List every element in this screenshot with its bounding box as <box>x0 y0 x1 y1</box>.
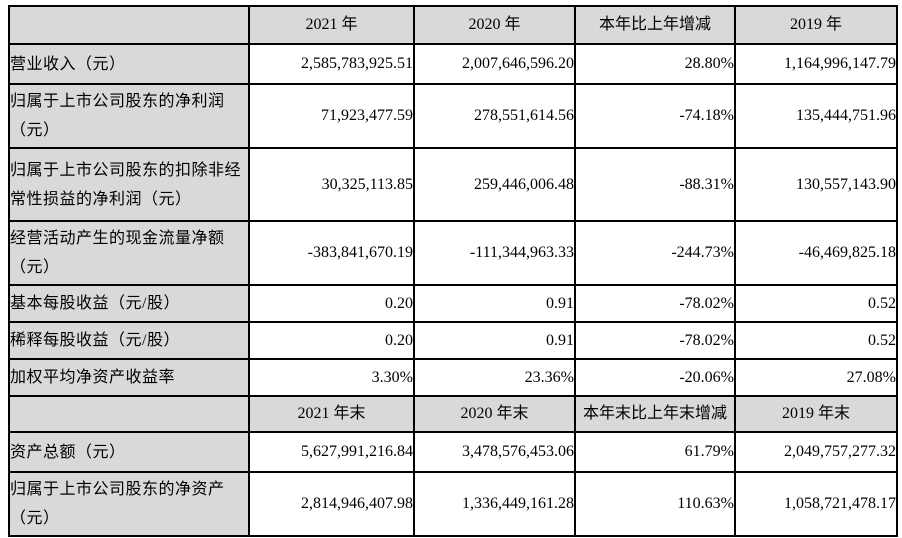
value-2020: 259,446,006.48 <box>413 147 576 222</box>
value-2019: 0.52 <box>734 284 898 323</box>
table-row-operating-cash-flow: 经营活动产生的现金流量净额（元） -383,841,670.19 -111,34… <box>8 220 898 286</box>
value-2021: 2,585,783,925.51 <box>248 43 415 85</box>
value-2021: 3.30% <box>248 358 415 397</box>
table-row-net-profit: 归属于上市公司股东的净利润（元） 71,923,477.59 278,551,6… <box>8 83 898 149</box>
value-2019-end: 1,058,721,478.17 <box>734 471 898 537</box>
value-2021: 0.20 <box>248 284 415 323</box>
value-2019: -46,469,825.18 <box>734 220 898 286</box>
value-2020-end: 3,478,576,453.06 <box>413 431 576 473</box>
value-2021-end: 2,814,946,407.98 <box>248 471 415 537</box>
value-2020: 0.91 <box>413 284 576 323</box>
row-label: 归属于上市公司股东的净资产（元） <box>8 471 250 537</box>
header-row-annual: 2021 年 2020 年 本年比上年增减 2019 年 <box>8 5 898 45</box>
value-yoy-end: 110.63% <box>574 471 736 537</box>
value-2021-end: 5,627,991,216.84 <box>248 431 415 473</box>
header-yoy-end-change: 本年末比上年末增减 <box>574 395 736 433</box>
value-2021: 30,325,113.85 <box>248 147 415 222</box>
value-yoy-end: 61.79% <box>574 431 736 473</box>
row-label: 归属于上市公司股东的净利润（元） <box>8 83 250 149</box>
header-2020-end: 2020 年末 <box>413 395 576 433</box>
row-label: 加权平均净资产收益率 <box>8 358 250 397</box>
value-yoy: 28.80% <box>574 43 736 85</box>
value-2019: 1,164,996,147.79 <box>734 43 898 85</box>
row-label: 归属于上市公司股东的扣除非经常性损益的净利润（元） <box>8 147 250 222</box>
value-2020: 278,551,614.56 <box>413 83 576 149</box>
table-row-net-profit-excl-nonrecurring: 归属于上市公司股东的扣除非经常性损益的净利润（元） 30,325,113.85 … <box>8 147 898 222</box>
header-row-period-end: 2021 年末 2020 年末 本年末比上年末增减 2019 年末 <box>8 395 898 433</box>
value-yoy: -88.31% <box>574 147 736 222</box>
row-label: 稀释每股收益（元/股） <box>8 321 250 360</box>
header-yoy-change: 本年比上年增减 <box>574 5 736 45</box>
table-row-net-assets: 归属于上市公司股东的净资产（元） 2,814,946,407.98 1,336,… <box>8 471 898 537</box>
row-label: 资产总额（元） <box>8 431 250 473</box>
value-2019: 130,557,143.90 <box>734 147 898 222</box>
value-2021: -383,841,670.19 <box>248 220 415 286</box>
value-2020: -111,344,963.33 <box>413 220 576 286</box>
table-row-total-assets: 资产总额（元） 5,627,991,216.84 3,478,576,453.0… <box>8 431 898 473</box>
value-2019-end: 2,049,757,277.32 <box>734 431 898 473</box>
value-2019: 0.52 <box>734 321 898 360</box>
row-label: 经营活动产生的现金流量净额（元） <box>8 220 250 286</box>
value-yoy: -20.06% <box>574 358 736 397</box>
value-2020-end: 1,336,449,161.28 <box>413 471 576 537</box>
value-yoy: -244.73% <box>574 220 736 286</box>
table-row-basic-eps: 基本每股收益（元/股） 0.20 0.91 -78.02% 0.52 <box>8 284 898 323</box>
header-2019-end: 2019 年末 <box>734 395 898 433</box>
value-2020: 2,007,646,596.20 <box>413 43 576 85</box>
value-yoy: -78.02% <box>574 284 736 323</box>
row-label: 基本每股收益（元/股） <box>8 284 250 323</box>
value-2020: 23.36% <box>413 358 576 397</box>
header-2021: 2021 年 <box>248 5 415 45</box>
header-2020: 2020 年 <box>413 5 576 45</box>
header-2021-end: 2021 年末 <box>248 395 415 433</box>
row-label: 营业收入（元） <box>8 43 250 85</box>
table-row-diluted-eps: 稀释每股收益（元/股） 0.20 0.91 -78.02% 0.52 <box>8 321 898 360</box>
value-yoy: -78.02% <box>574 321 736 360</box>
value-2019: 135,444,751.96 <box>734 83 898 149</box>
table-row-operating-revenue: 营业收入（元） 2,585,783,925.51 2,007,646,596.2… <box>8 43 898 85</box>
header-2019: 2019 年 <box>734 5 898 45</box>
value-2020: 0.91 <box>413 321 576 360</box>
value-2019: 27.08% <box>734 358 898 397</box>
financial-summary-table: 2021 年 2020 年 本年比上年增减 2019 年 营业收入（元） 2,5… <box>8 5 898 537</box>
value-2021: 0.20 <box>248 321 415 360</box>
table-row-weighted-avg-roe: 加权平均净资产收益率 3.30% 23.36% -20.06% 27.08% <box>8 358 898 397</box>
value-yoy: -74.18% <box>574 83 736 149</box>
value-2021: 71,923,477.59 <box>248 83 415 149</box>
header-corner-cell <box>8 395 250 433</box>
header-corner-cell <box>8 5 250 45</box>
